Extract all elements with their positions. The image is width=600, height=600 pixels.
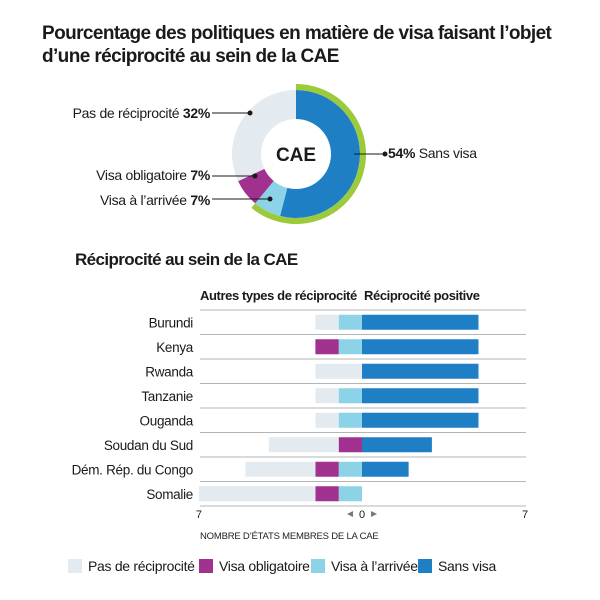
bar-pas-reciprocite	[315, 388, 339, 404]
donut-leader-dot	[252, 173, 258, 179]
bar-visa-arrivee	[338, 412, 362, 428]
bar-pas-reciprocite	[245, 461, 316, 477]
bar-visa-arrivee	[338, 314, 362, 330]
legend-item-visa-arrivee: Visa à l’arrivée	[311, 558, 418, 574]
x-tick-right: 7	[522, 509, 528, 521]
legend-swatch	[418, 559, 432, 573]
label-visa-obligatoire: Visa obligatoire 7%	[96, 167, 210, 183]
bar-pas-reciprocite	[315, 314, 339, 330]
bar-visa-arrivee	[338, 461, 362, 477]
bar-pas-reciprocite	[268, 437, 339, 453]
legend-item-pas-reciprocite: Pas de réciprocité	[68, 558, 195, 574]
category-label: Kenya	[156, 340, 194, 355]
donut-slice-sans-visa	[280, 90, 361, 218]
category-label: Soudan du Sud	[104, 438, 193, 453]
bar-visa-arrivee	[338, 339, 362, 355]
bar-sans-visa	[362, 314, 479, 330]
bar-sans-visa	[362, 363, 479, 379]
bar-visa-obligatoire	[315, 461, 339, 477]
category-label: Somalie	[146, 487, 193, 502]
arrow-left-icon	[347, 511, 353, 517]
bar-sans-visa	[362, 437, 432, 453]
donut-slice-pas-reciprocite	[231, 90, 296, 182]
legend-swatch	[68, 559, 82, 573]
label-visa-arrivee: Visa à l’arrivée 7%	[100, 192, 210, 208]
chart-title-line1: Pourcentage des politiques en matière de…	[42, 23, 552, 44]
donut-leader-dot	[247, 110, 253, 116]
x-tick-center: 0	[359, 509, 365, 521]
bar-visa-obligatoire	[315, 486, 339, 502]
bar-chart: Burundi Kenya Rwanda Tanzanie Ouganda Soudan …	[72, 309, 528, 521]
x-axis-label: NOMBRE D’ÉTATS MEMBRES DE LA CAE	[200, 531, 379, 542]
bar-visa-arrivee	[338, 486, 362, 502]
legend-item-sans-visa: Sans visa	[418, 558, 496, 574]
donut-outer-ring-positive	[251, 84, 367, 225]
chart-title: Pourcentage des politiques en matière de…	[42, 22, 562, 68]
legend-swatch	[311, 559, 325, 573]
bar-visa-obligatoire	[315, 339, 339, 355]
bar-sans-visa	[362, 412, 479, 428]
right-column-header: Réciprocité positive	[364, 288, 480, 303]
legend-swatch	[199, 559, 213, 573]
bar-visa-arrivee	[338, 388, 362, 404]
donut-chart: CAE	[212, 84, 388, 225]
donut-slice-visa-obligatoire	[238, 168, 274, 204]
category-label: Burundi	[149, 315, 194, 330]
bar-pas-reciprocite	[315, 412, 339, 428]
label-pas-reciprocite: Pas de réciprocité 32%	[72, 105, 211, 121]
category-label: Tanzanie	[141, 389, 193, 404]
bar-pas-reciprocite	[198, 486, 316, 502]
donut-leader-dot	[267, 196, 273, 202]
bar-chart-subtitle: Réciprocité au sein de la CAE	[75, 250, 298, 269]
chart-title-line2: d’une réciprocité au sein de la CAE	[42, 46, 339, 67]
bar-sans-visa	[362, 339, 479, 355]
donut-leader-dot	[382, 151, 388, 157]
category-label: Rwanda	[145, 364, 194, 379]
bar-visa-obligatoire	[338, 437, 362, 453]
category-label: Dém. Rép. du Congo	[72, 462, 193, 477]
label-sans-visa: 54% Sans visa	[388, 145, 477, 161]
x-tick-left: 7	[196, 509, 202, 521]
legend-item-visa-obligatoire: Visa obligatoire	[199, 558, 310, 574]
category-label: Ouganda	[140, 413, 194, 428]
arrow-right-icon	[371, 511, 377, 517]
bar-sans-visa	[362, 388, 479, 404]
donut-center-label: CAE	[276, 145, 316, 166]
bar-pas-reciprocite	[315, 363, 362, 379]
bar-sans-visa	[362, 461, 409, 477]
left-column-header: Autres types de réciprocité	[200, 288, 357, 303]
